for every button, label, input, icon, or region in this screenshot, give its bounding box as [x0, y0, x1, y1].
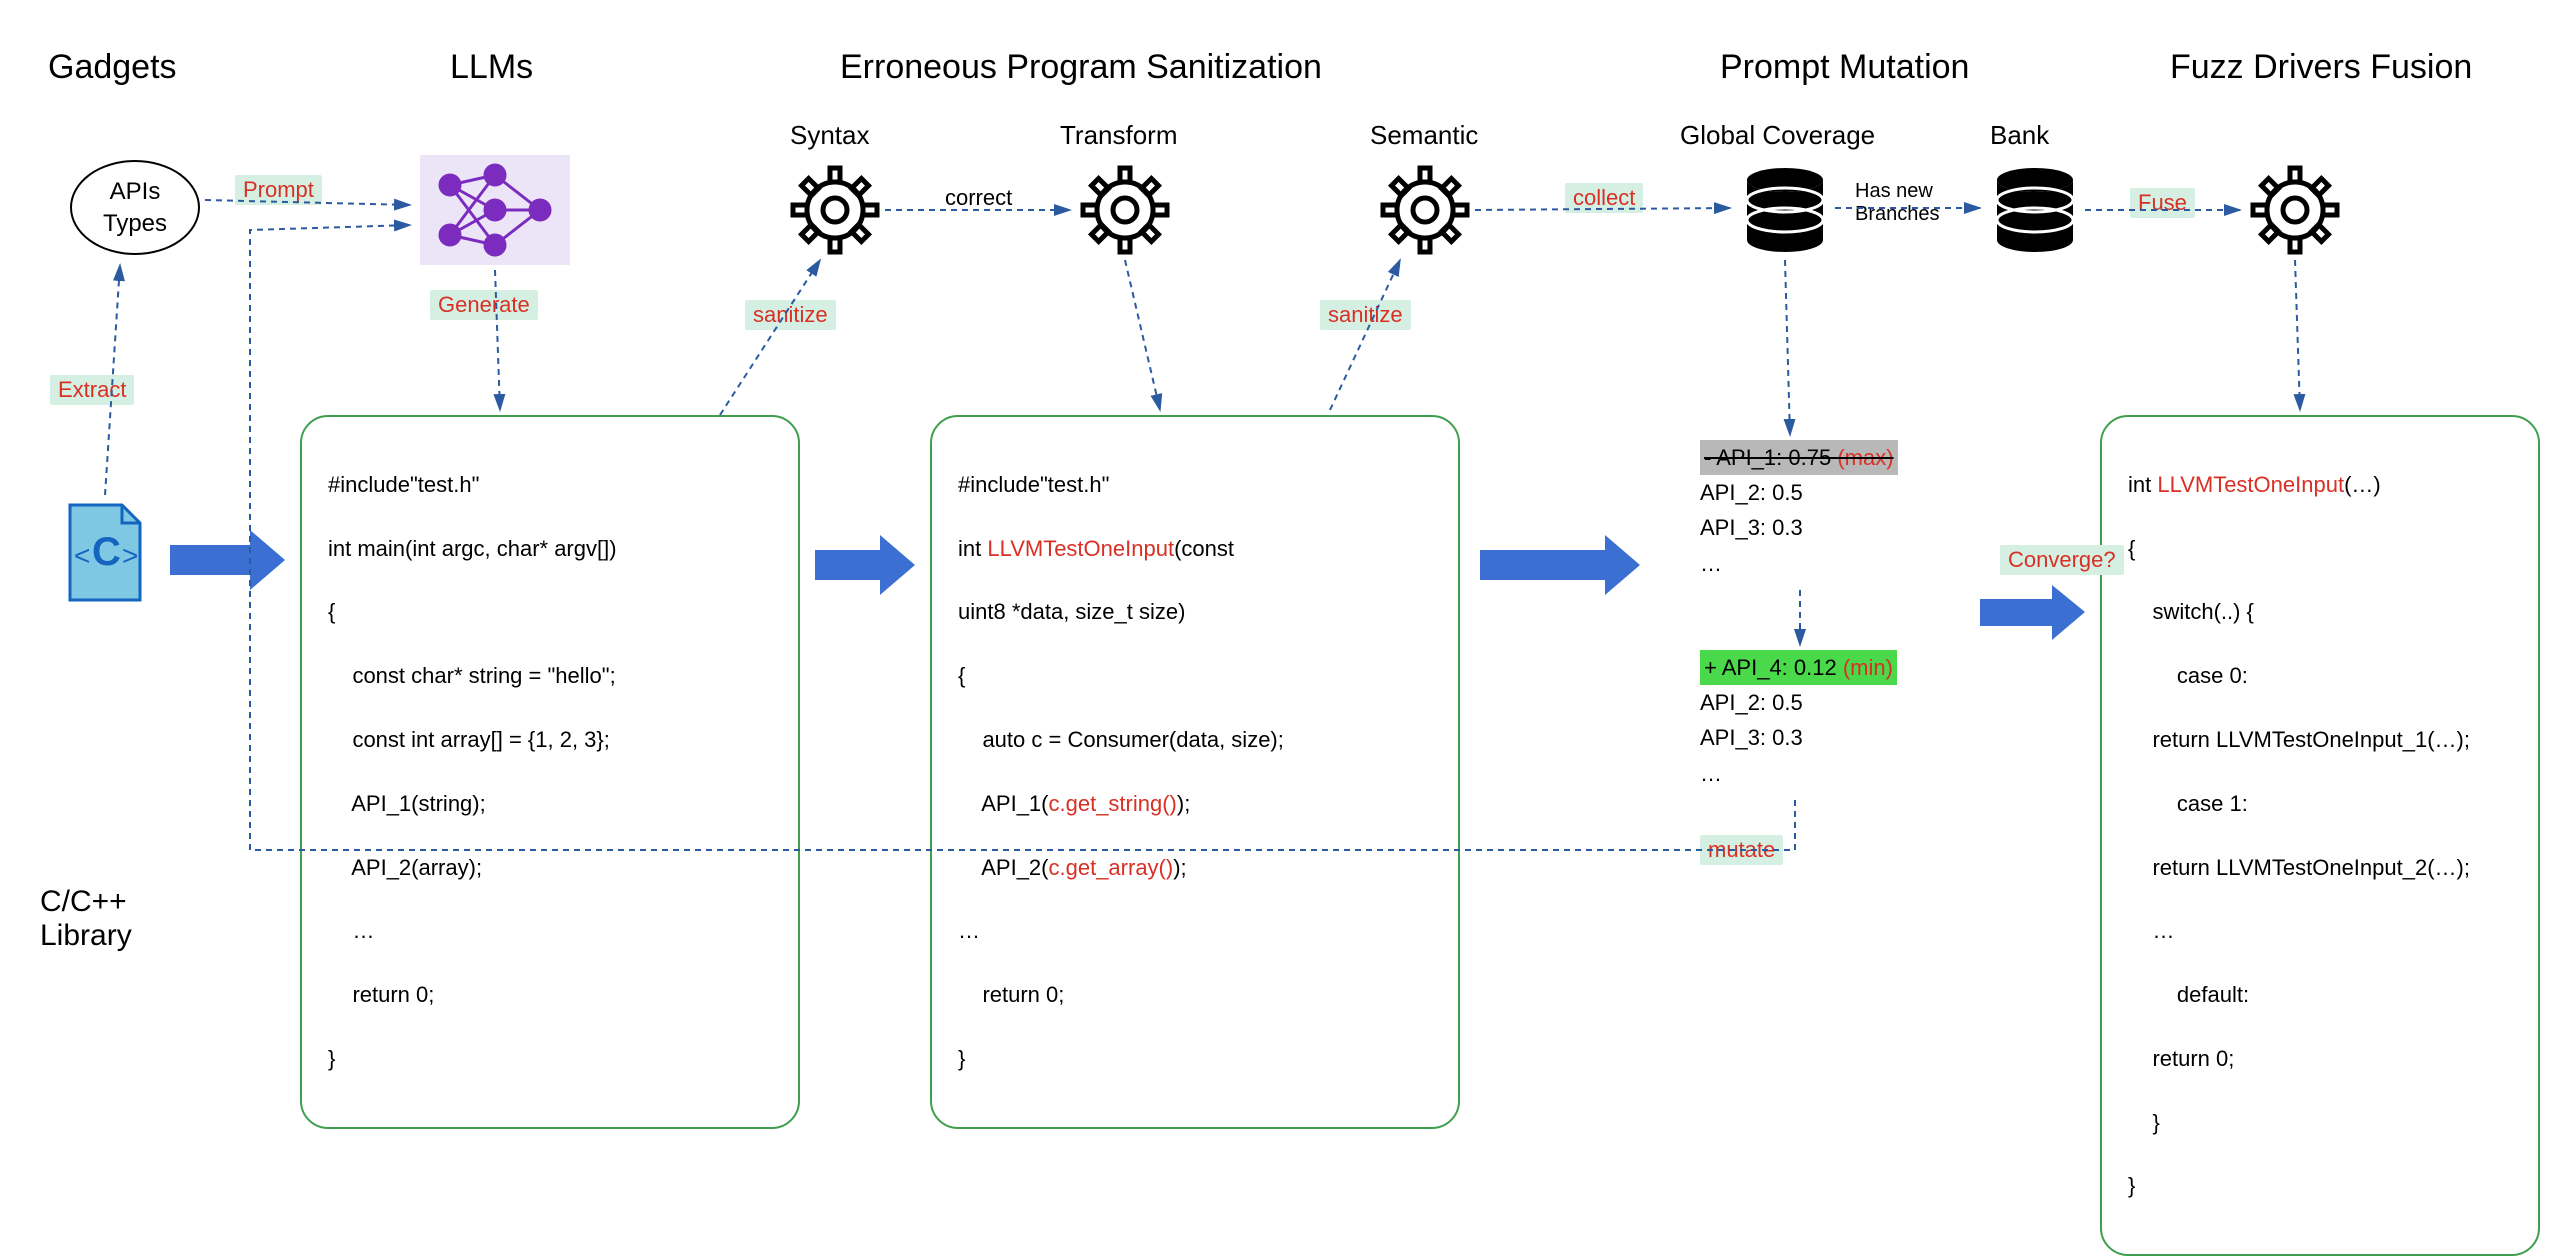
action-sanitize-2: sanitize — [1320, 300, 1411, 330]
api-row: API_3: 0.3 — [1700, 725, 1803, 750]
label-bank: Bank — [1990, 120, 2049, 151]
action-prompt: Prompt — [235, 175, 322, 205]
code-line: { — [2128, 533, 2512, 565]
code-line: const char* string = "hello"; — [328, 660, 772, 692]
code-line: int main(int argc, char* argv[]) — [328, 533, 772, 565]
code-line: { — [958, 660, 1432, 692]
code-line: switch(..) { — [2128, 596, 2512, 628]
title-sanitization: Erroneous Program Sanitization — [840, 48, 1322, 87]
code-line: } — [958, 1043, 1432, 1075]
code-box-programs: #include"test.h" int main(int argc, char… — [300, 415, 800, 1129]
flow-arrow-icon — [815, 535, 915, 600]
ellipse-apis: APIs — [110, 176, 161, 207]
code-line: default: — [2128, 979, 2512, 1011]
label-library: C/C++ Library — [40, 885, 132, 953]
code-line: … — [328, 915, 772, 947]
action-sanitize-1: sanitize — [745, 300, 836, 330]
flow-arrow-icon — [1480, 535, 1640, 600]
flow-arrow-icon — [170, 530, 285, 595]
gear-fusion-icon — [2250, 165, 2340, 255]
code-line: API_2(array); — [328, 852, 772, 884]
label-semantic: Semantic — [1370, 120, 1478, 151]
code-line: … — [2128, 915, 2512, 947]
label-syntax: Syntax — [790, 120, 870, 151]
edge-has-new-branches: Has new Branches — [1855, 180, 1940, 226]
code-box-condensed-drivers: int LLVMTestOneInput(…) { switch(..) { c… — [2100, 415, 2540, 1256]
edge-correct: correct — [945, 185, 1012, 211]
apis-types-ellipse: APIs Types — [70, 160, 200, 255]
api-list-bottom: + API_4: 0.12 (min) API_2: 0.5 API_3: 0.… — [1700, 650, 1897, 791]
code-line: return LLVMTestOneInput_1(…); — [2128, 724, 2512, 756]
api-row: API_2: 0.5 — [1700, 480, 1803, 505]
action-converge: Converge? — [2000, 545, 2124, 575]
label-transform: Transform — [1060, 120, 1178, 151]
ellipse-types: Types — [103, 208, 167, 239]
api-row-added: + API_4: 0.12 (min) — [1700, 650, 1897, 685]
code-line: return 0; — [328, 979, 772, 1011]
svg-text:>: > — [122, 540, 138, 571]
flow-arrow-icon — [1980, 585, 2085, 645]
code-line: case 1: — [2128, 788, 2512, 820]
api-row: API_3: 0.3 — [1700, 515, 1803, 540]
code-line: } — [2128, 1170, 2512, 1202]
title-fusion: Fuzz Drivers Fusion — [2170, 48, 2472, 87]
api-row: … — [1700, 761, 1722, 786]
svg-text:C: C — [92, 530, 121, 574]
api-row: … — [1700, 551, 1722, 576]
code-line: #include"test.h" — [958, 469, 1432, 501]
code-line: } — [2128, 1107, 2512, 1139]
gear-semantic-icon — [1380, 165, 1470, 255]
title-prompt-mutation: Prompt Mutation — [1720, 48, 1969, 87]
action-extract: Extract — [50, 375, 134, 405]
code-box-unit-drivers: #include"test.h" int LLVMTestOneInput(co… — [930, 415, 1460, 1129]
label-global-coverage: Global Coverage — [1680, 120, 1875, 151]
code-line: #include"test.h" — [328, 469, 772, 501]
code-line: case 0: — [2128, 660, 2512, 692]
action-mutate: mutate — [1700, 835, 1783, 865]
db-bank-icon — [1990, 165, 2080, 255]
action-collect: collect — [1565, 183, 1643, 213]
code-line: API_1(c.get_string()); — [958, 788, 1432, 820]
api-list-top: - API_1: 0.75 (max) API_2: 0.5 API_3: 0.… — [1700, 440, 1898, 581]
gear-syntax-icon — [790, 165, 880, 255]
code-line: int LLVMTestOneInput(const — [958, 533, 1432, 565]
title-gadgets: Gadgets — [48, 48, 177, 87]
code-line: int LLVMTestOneInput(…) — [2128, 469, 2512, 501]
title-llms: LLMs — [450, 48, 533, 87]
action-fuse: Fuse — [2130, 188, 2195, 218]
code-line: } — [328, 1043, 772, 1075]
code-line: API_1(string); — [328, 788, 772, 820]
svg-text:<: < — [74, 540, 90, 571]
code-line: return 0; — [958, 979, 1432, 1011]
code-line: const int array[] = {1, 2, 3}; — [328, 724, 772, 756]
api-row: API_2: 0.5 — [1700, 690, 1803, 715]
code-line: return LLVMTestOneInput_2(…); — [2128, 852, 2512, 884]
action-generate: Generate — [430, 290, 538, 320]
code-line: API_2(c.get_array()); — [958, 852, 1432, 884]
code-line: { — [328, 596, 772, 628]
code-line: uint8 *data, size_t size) — [958, 596, 1432, 628]
code-line: auto c = Consumer(data, size); — [958, 724, 1432, 756]
llm-network-icon — [420, 155, 570, 265]
api-row-removed: - API_1: 0.75 (max) — [1700, 440, 1898, 475]
c-file-icon: C < > — [60, 500, 150, 610]
code-line: return 0; — [2128, 1043, 2512, 1075]
code-line: … — [958, 915, 1432, 947]
gear-transform-icon — [1080, 165, 1170, 255]
db-coverage-icon — [1740, 165, 1830, 255]
